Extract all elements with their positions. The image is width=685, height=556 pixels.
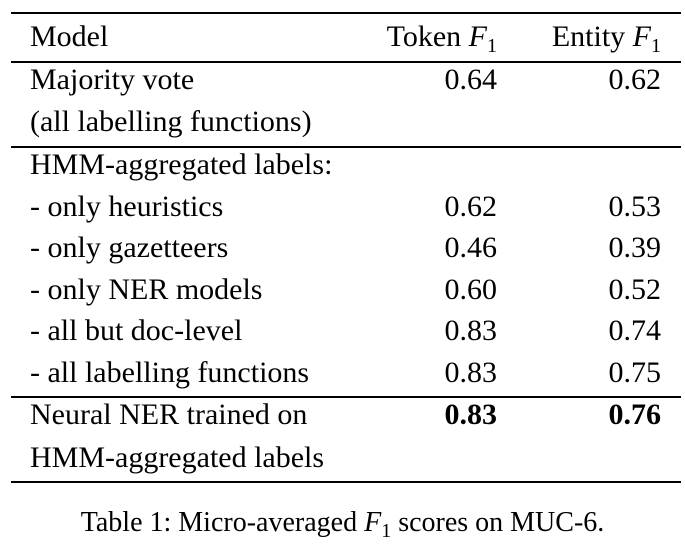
header-entity-label: Entity bbox=[551, 20, 626, 53]
row-model: - only NER models bbox=[30, 273, 263, 306]
row-model: - only gazetteers bbox=[30, 231, 229, 264]
caption-suffix: scores on MUC-6. bbox=[398, 507, 605, 538]
table-top-rule bbox=[11, 12, 681, 14]
header-entity-f1: Entity F1 bbox=[551, 19, 661, 57]
header-model: Model bbox=[30, 20, 109, 53]
row-model: HMM-aggregated labels bbox=[30, 441, 325, 474]
caption-prefix: Table 1: Micro-averaged bbox=[80, 507, 358, 538]
table-section-rule-2 bbox=[11, 396, 681, 398]
header-token-f-symbol: F1 bbox=[468, 20, 497, 57]
table-section-rule-1 bbox=[11, 146, 681, 148]
header-entity-f-symbol: F1 bbox=[632, 20, 661, 57]
row-model: Neural NER trained on bbox=[30, 398, 308, 431]
row-model: - all labelling functions bbox=[30, 356, 310, 389]
row-token-f1: 0.83 bbox=[444, 356, 498, 389]
table-caption: Table 1: Micro-averaged F1 scores on MUC… bbox=[0, 506, 685, 542]
row-token-f1: 0.64 bbox=[444, 63, 498, 96]
table-header-rule bbox=[11, 61, 681, 63]
row-entity-f1: 0.74 bbox=[608, 314, 662, 347]
header-token-label: Token bbox=[386, 20, 462, 53]
row-model: Majority vote bbox=[30, 63, 195, 96]
row-token-f1-best: 0.83 bbox=[444, 398, 498, 431]
header-token-f1: Token F1 bbox=[386, 19, 497, 57]
row-entity-f1: 0.53 bbox=[608, 190, 662, 223]
row-entity-f1-best: 0.76 bbox=[608, 398, 662, 431]
row-token-f1: 0.46 bbox=[444, 231, 498, 264]
row-entity-f1: 0.39 bbox=[608, 231, 662, 264]
row-token-f1: 0.60 bbox=[444, 273, 498, 306]
row-entity-f1: 0.52 bbox=[608, 273, 662, 306]
row-model: (all labelling functions) bbox=[30, 105, 312, 138]
table-bottom-rule bbox=[11, 481, 681, 483]
caption-f-symbol: F1 bbox=[364, 507, 392, 542]
row-token-f1: 0.83 bbox=[444, 314, 498, 347]
row-entity-f1: 0.62 bbox=[608, 63, 662, 96]
row-model: HMM-aggregated labels: bbox=[30, 148, 333, 181]
row-model: - all but doc-level bbox=[30, 314, 243, 347]
row-token-f1: 0.62 bbox=[444, 190, 498, 223]
row-entity-f1: 0.75 bbox=[608, 356, 662, 389]
row-model: - only heuristics bbox=[30, 190, 224, 223]
